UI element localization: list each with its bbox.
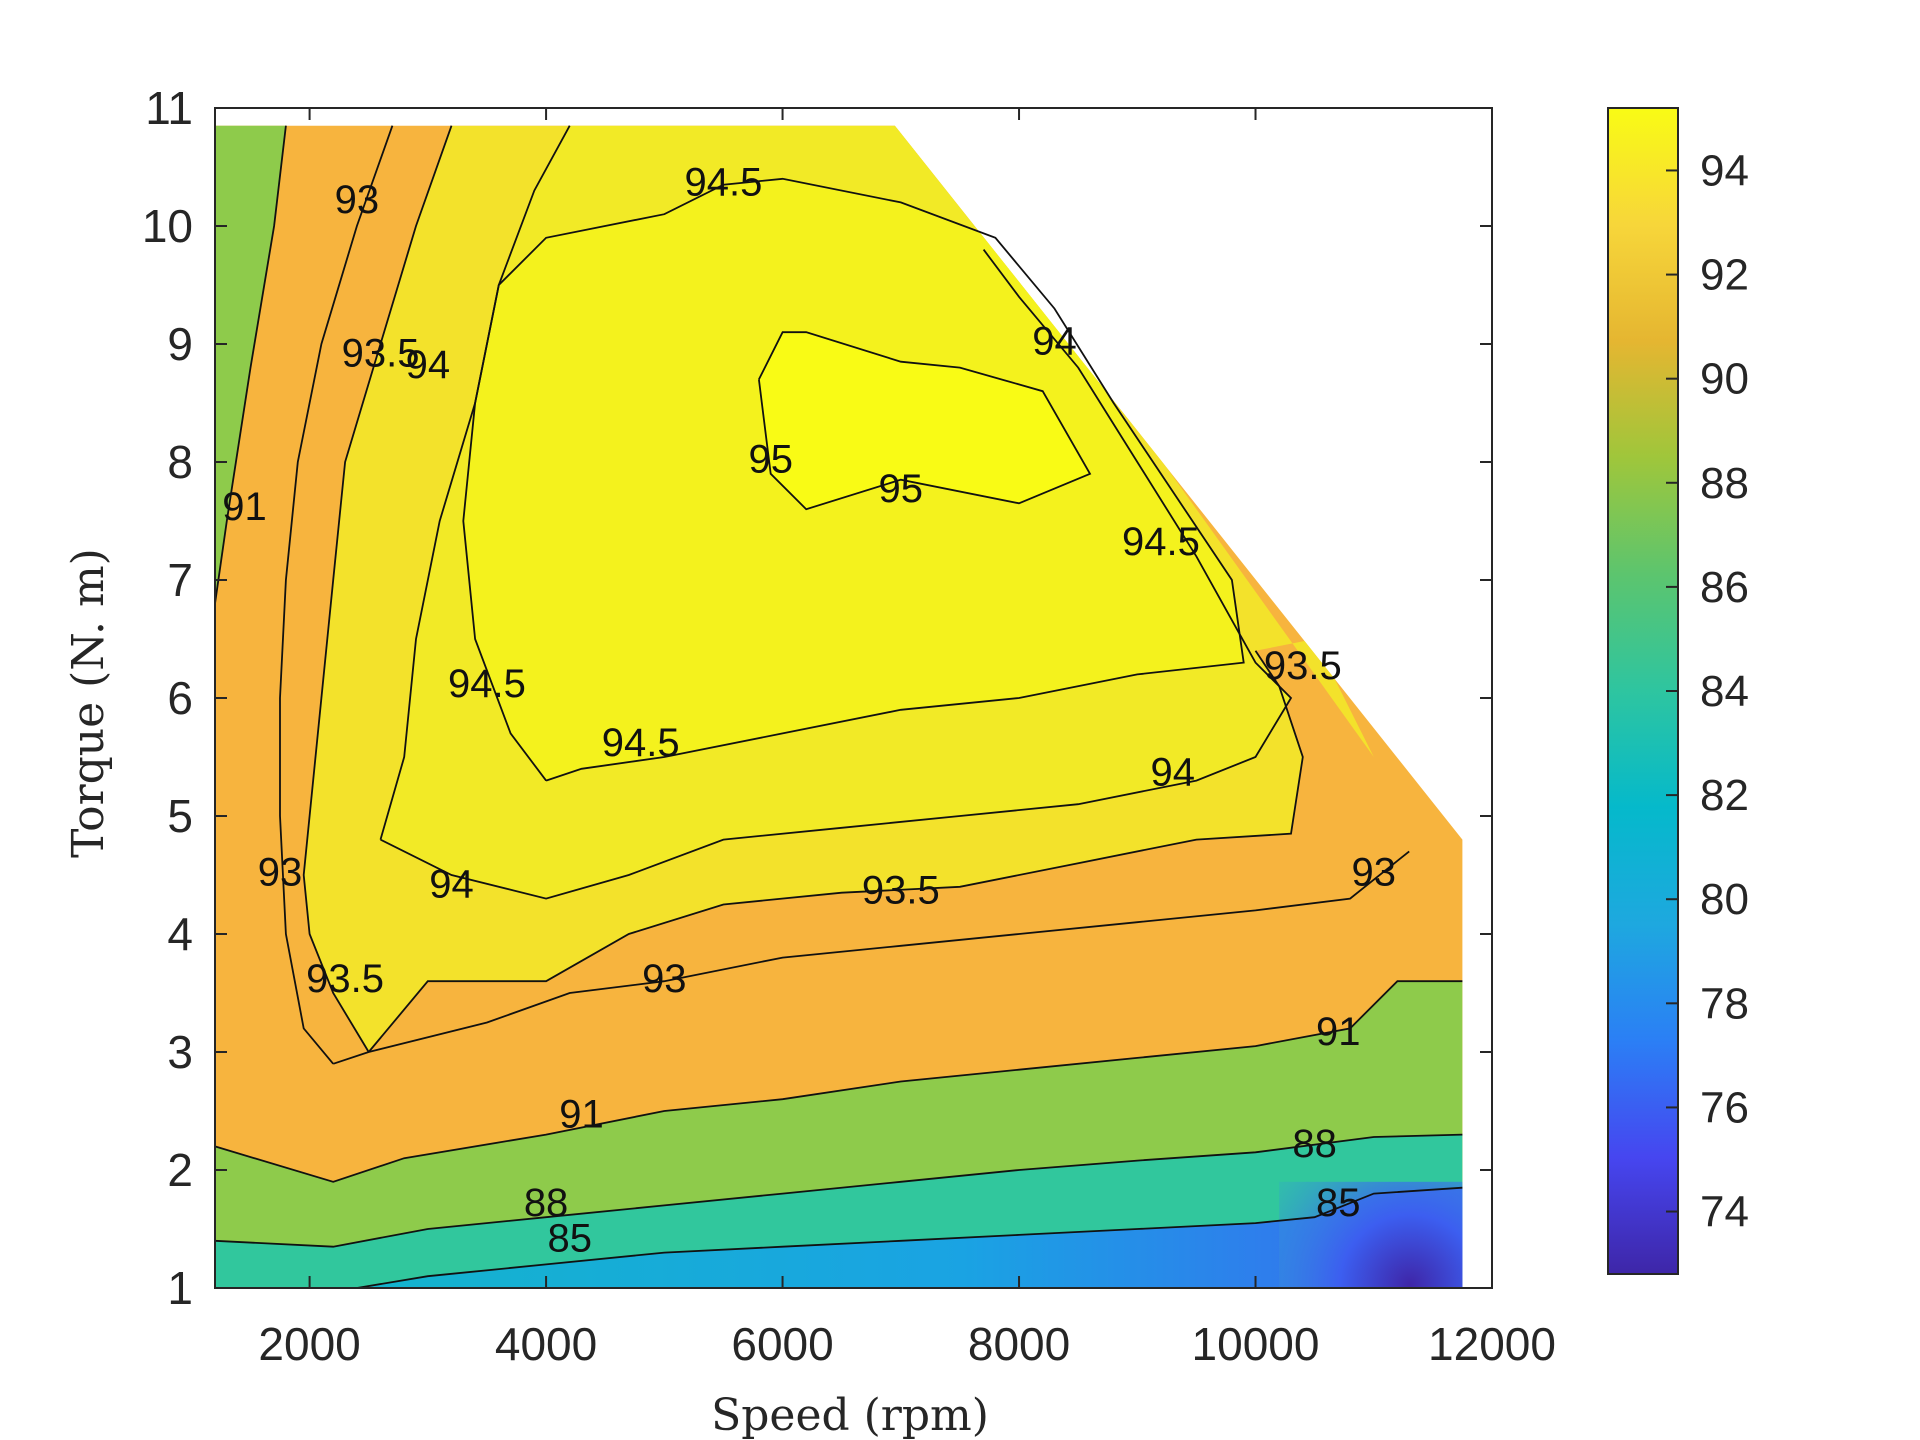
- contour-label: 94.5: [448, 662, 526, 706]
- y-tick-label: 10: [142, 200, 193, 252]
- y-tick-label: 5: [167, 790, 193, 842]
- y-axis-ticks: 1 2 3 4 5 6 7 8 9 10 11: [142, 82, 1492, 1314]
- contour-line-94.5: [462, 177, 1245, 782]
- x-tick-label: 8000: [968, 1318, 1070, 1370]
- contour-label: 85: [547, 1216, 592, 1260]
- contour-label: 94: [1032, 320, 1077, 364]
- contour-line-93: [279, 125, 394, 1065]
- x-axis-ticks: 2000 4000 6000 8000 10000 12000: [258, 108, 1556, 1370]
- x-tick-label: 12000: [1428, 1318, 1556, 1370]
- contour-label: 93.5: [342, 331, 420, 375]
- x-tick-label: 2000: [258, 1318, 360, 1370]
- contour-label: 95: [879, 467, 924, 511]
- y-tick-label: 2: [167, 1144, 193, 1196]
- contour-label: 88: [1292, 1122, 1337, 1166]
- contour-line-85: [356, 1186, 1463, 1289]
- contour-label: 93: [642, 957, 687, 1001]
- contour-label: 94.5: [1122, 520, 1200, 564]
- band-85-88: [215, 1134, 1463, 1289]
- colorbar-tick-label: 80: [1700, 875, 1749, 924]
- colorbar-tick-label: 86: [1700, 563, 1749, 612]
- y-tick-label: 11: [145, 82, 193, 134]
- y-tick-label: 3: [167, 1026, 193, 1078]
- contour-label: 91: [559, 1092, 604, 1136]
- y-tick-label: 1: [167, 1262, 193, 1314]
- contour-label: 95: [748, 438, 793, 482]
- contour-label: 91: [1316, 1010, 1361, 1054]
- x-tick-label: 4000: [495, 1318, 597, 1370]
- contour-label: 88: [524, 1181, 569, 1225]
- colorbar-tick-label: 74: [1700, 1188, 1749, 1237]
- contour-line-93.5: [368, 650, 1304, 1053]
- contour-label: 93: [335, 178, 380, 222]
- contour-label: 94.5: [602, 721, 680, 765]
- contour-label: 93: [1352, 851, 1397, 895]
- contour-label: 93.5: [862, 868, 940, 912]
- contour-label: 94: [429, 862, 474, 906]
- contour-label: 93.5: [1264, 644, 1342, 688]
- band-below-85: [215, 1187, 1463, 1289]
- contour-label: 93.5: [306, 957, 384, 1001]
- y-axis-title: Torque (N. m): [63, 548, 114, 858]
- y-tick-label: 6: [167, 672, 193, 724]
- low-efficiency-spot: [1279, 1181, 1463, 1289]
- contour-label: 93: [258, 851, 303, 895]
- x-tick-label: 6000: [731, 1318, 833, 1370]
- colorbar-ticks: 74 76 78 80 82 84 86 88 90 92 94: [1666, 146, 1749, 1237]
- contour-line-95: [758, 331, 1092, 511]
- x-axis-title: Speed (rpm): [711, 1390, 989, 1440]
- contour-line-94: [380, 249, 1293, 900]
- contour-line-94: [379, 125, 571, 840]
- colorbar-tick-label: 76: [1700, 1083, 1749, 1132]
- colorbar-tick-label: 78: [1700, 979, 1749, 1028]
- colorbar-tick-label: 90: [1700, 355, 1749, 404]
- colorbar-tick-label: 94: [1700, 146, 1749, 195]
- colorbar-tick-label: 82: [1700, 771, 1749, 820]
- y-tick-label: 9: [167, 318, 193, 370]
- contour-labels: 858588889191919393939393.593.593.593.594…: [222, 160, 1396, 1260]
- y-tick-label: 8: [167, 436, 193, 488]
- contour-label: 94: [1151, 750, 1196, 794]
- colorbar-tick-label: 84: [1700, 667, 1749, 716]
- x-tick-label: 10000: [1192, 1318, 1320, 1370]
- colorbar-tick-label: 92: [1700, 251, 1749, 300]
- colorbar-tick-label: 88: [1700, 459, 1749, 508]
- band-above-95: [758, 332, 1090, 510]
- contour-line-93.5: [302, 125, 453, 1053]
- contour-line-93: [332, 850, 1410, 1065]
- contour-line-88: [214, 1133, 1463, 1248]
- y-tick-label: 4: [167, 908, 193, 960]
- contour-label: 94: [406, 343, 451, 387]
- contour-line-91: [214, 125, 287, 604]
- contour-label: 85: [1316, 1181, 1361, 1225]
- contour-label: 94.5: [685, 160, 763, 204]
- contour-label: 91: [222, 485, 267, 529]
- y-tick-label: 7: [167, 554, 193, 606]
- contour-lines: [214, 125, 1463, 1289]
- contour-line-91: [214, 980, 1463, 1183]
